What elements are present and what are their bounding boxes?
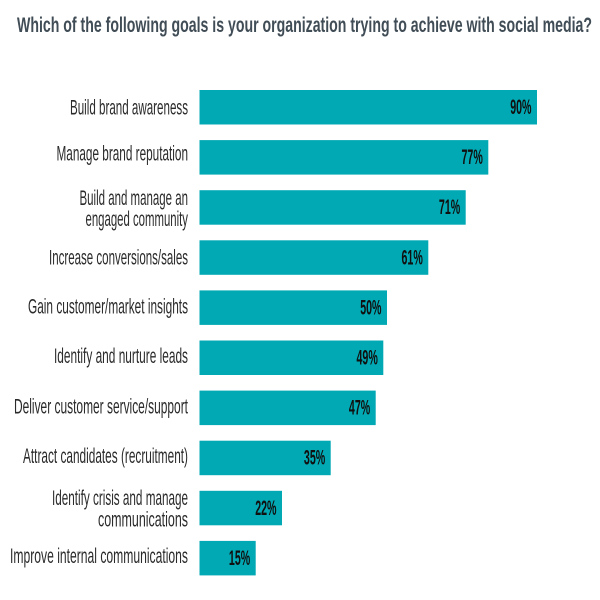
svg-text:71%: 71% — [439, 196, 460, 219]
svg-text:Build and manage an: Build and manage an — [80, 187, 189, 210]
svg-text:Gain customer/market insights: Gain customer/market insights — [28, 296, 188, 319]
svg-text:61%: 61% — [402, 246, 423, 269]
svg-text:50%: 50% — [360, 296, 381, 319]
svg-text:Build brand awareness: Build brand awareness — [70, 96, 188, 119]
svg-text:Deliver customer service/suppo: Deliver customer service/support — [14, 396, 188, 419]
svg-text:Attract candidates (recruitmen: Attract candidates (recruitment) — [23, 445, 188, 468]
svg-text:Manage brand reputation: Manage brand reputation — [57, 143, 189, 166]
svg-text:90%: 90% — [510, 96, 531, 119]
svg-text:Improve internal communication: Improve internal communications — [10, 545, 188, 568]
svg-text:49%: 49% — [357, 347, 378, 370]
svg-text:22%: 22% — [255, 497, 276, 520]
svg-text:engaged community: engaged community — [86, 208, 189, 231]
svg-text:Identify and nurture leads: Identify and nurture leads — [54, 345, 188, 368]
svg-text:Increase conversions/sales: Increase conversions/sales — [49, 246, 188, 269]
svg-text:Identify crisis and manage: Identify crisis and manage — [52, 487, 188, 510]
svg-text:47%: 47% — [349, 397, 370, 420]
svg-text:35%: 35% — [304, 447, 325, 470]
svg-text:communications: communications — [98, 509, 188, 532]
svg-text:77%: 77% — [462, 146, 483, 169]
svg-text:15%: 15% — [229, 547, 250, 570]
svg-text:Which of the following goals i: Which of the following goals is your org… — [17, 13, 592, 37]
